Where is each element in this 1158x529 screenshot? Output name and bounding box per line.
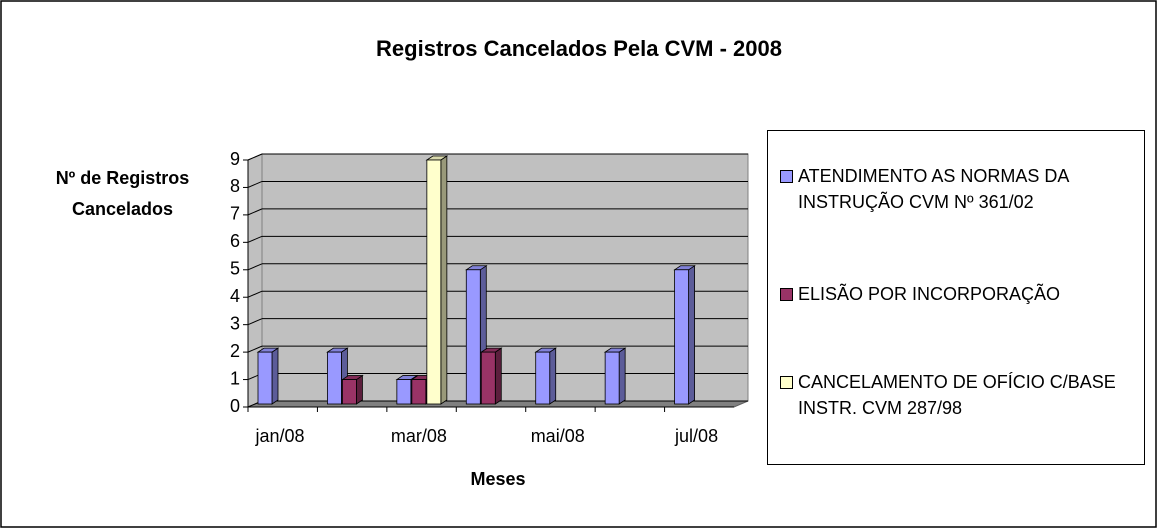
grid-line-side [247,208,263,216]
bar [465,269,481,405]
y-tick-label: 1 [230,368,240,388]
y-tick-label: 7 [230,204,240,224]
bar [480,351,496,405]
grid-line-side [247,153,263,161]
y-tick-label: 0 [230,396,240,416]
bar [327,351,342,405]
bar [396,379,412,405]
x-tick-label: mar/08 [391,426,447,446]
y-axis-label: Nº de Registros Cancelados [55,168,190,219]
legend: ATENDIMENTO AS NORMAS DA INSTRUÇÃO CVM N… [767,130,1145,465]
y-tick-label: 4 [230,286,240,306]
legend-item: ATENDIMENTO AS NORMAS DA INSTRUÇÃO CVM N… [780,163,1158,215]
bar-side [356,374,363,405]
bar-side [549,347,557,405]
legend-label: ATENDIMENTO AS NORMAS DA INSTRUÇÃO CVM N… [798,166,1069,212]
y-tick-label: 8 [230,176,240,196]
grid-line-side [247,290,263,298]
y-tick-label: 6 [230,231,240,251]
legend-label: ELISÃO POR INCORPORAÇÃO [798,284,1061,304]
y-tick-label: 9 [230,149,240,169]
bar-side [494,347,502,405]
x-axis-label: Meses [470,469,525,489]
bar [604,351,620,405]
legend-label: CANCELAMENTO DE OFÍCIO C/BASE INSTR. CVM… [798,372,1116,418]
grid-line-side [247,318,263,326]
y-tick-label: 2 [230,341,240,361]
bar [257,351,273,405]
grid-line-side [247,345,263,353]
bar [411,379,427,405]
bar [535,351,551,405]
x-tick-label: jul/08 [674,426,718,446]
legend-item: ELISÃO POR INCORPORAÇÃO [780,281,1158,307]
bar [674,269,689,405]
legend-swatch [780,376,793,389]
y-tick-label: 3 [230,313,240,333]
chart-title: Registros Cancelados Pela CVM - 2008 [376,36,782,61]
bar [426,159,442,405]
bar-side [618,347,626,405]
grid-line-side [247,235,263,243]
legend-swatch [780,288,793,301]
grid-line-side [247,180,263,188]
legend-item: CANCELAMENTO DE OFÍCIO C/BASE INSTR. CVM… [780,369,1158,421]
grid-line-side [247,263,263,271]
x-tick-label: jan/08 [254,426,304,446]
bar-side [440,155,448,405]
x-tick-label: mai/08 [531,426,585,446]
y-tick-label: 5 [230,259,240,279]
legend-swatch [780,170,793,183]
bar-side [688,265,695,405]
bar-side [271,347,279,405]
bar [342,379,357,405]
